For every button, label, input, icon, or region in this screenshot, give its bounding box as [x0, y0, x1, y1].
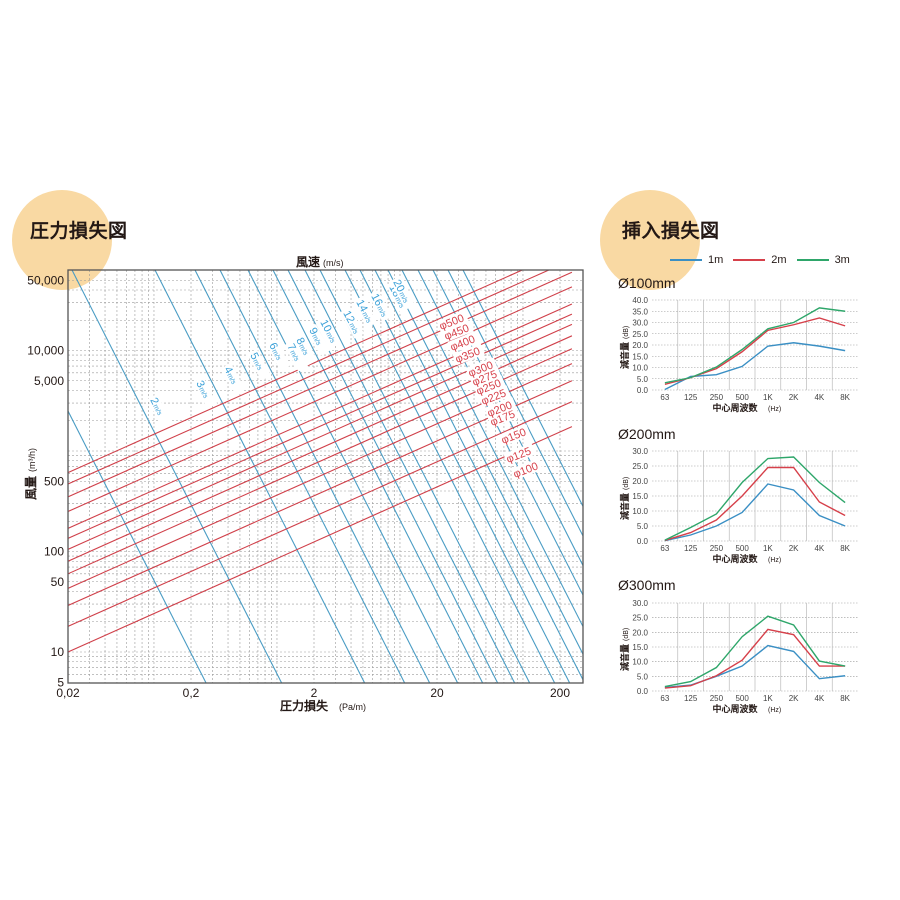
velocity-label: 7m/s	[284, 340, 309, 372]
svg-text:m/s: m/s	[393, 296, 405, 310]
x-tick: 200	[550, 686, 570, 700]
svg-text:5: 5	[247, 351, 260, 362]
legend-label-2m: 2m	[771, 254, 787, 266]
y-tick: 5,000	[34, 374, 64, 388]
x-axis-unit: (Pa/m)	[339, 702, 366, 712]
svg-text:φ150: φ150	[500, 426, 528, 446]
velocity-label: 14m/s	[353, 296, 378, 328]
svg-text:m/s: m/s	[297, 343, 309, 357]
svg-text:m/s: m/s	[270, 348, 282, 362]
svg-text:m/s: m/s	[288, 349, 300, 363]
legend-item-2m: 2m	[733, 254, 787, 266]
svg-text:m/s: m/s	[225, 372, 237, 386]
top-axis-label: 風速	[296, 254, 320, 269]
pressure-loss-title: 圧力損失図	[30, 220, 128, 242]
x-tick: 0,02	[56, 686, 80, 700]
velocity-label: 20m/s	[390, 276, 415, 308]
svg-text:3: 3	[193, 379, 206, 390]
svg-text:12: 12	[340, 309, 356, 325]
velocity-label: 9m/s	[306, 324, 331, 356]
svg-text:m/s: m/s	[197, 386, 209, 400]
main-frame	[67, 269, 584, 684]
chart-title-200: Ø200mm	[618, 426, 676, 442]
velocity-label: 10m/s	[317, 316, 342, 348]
y-axis-unit: (m³/h)	[27, 448, 37, 472]
legend-swatch-3m	[796, 259, 829, 261]
velocity-label: 3m/s	[193, 377, 218, 409]
insertion-loss-title: 挿入損失図	[622, 220, 720, 242]
x-axis-label: 圧力損失	[280, 698, 329, 713]
chart-title-300: Ø300mm	[618, 577, 676, 593]
legend-item-3m: 3m	[796, 254, 850, 266]
y-tick: 5	[57, 675, 64, 689]
chart-title-100: Ø100mm	[618, 275, 676, 291]
svg-text:7: 7	[284, 342, 297, 353]
insertion-loss-legend: 1m 2m 3m	[670, 254, 850, 266]
velocity-label: 2m/s	[147, 394, 172, 426]
svg-text:9: 9	[306, 326, 319, 337]
y-tick: 10,000	[27, 344, 64, 358]
svg-text:m/s: m/s	[251, 358, 263, 372]
diameter-label: φ150	[498, 424, 531, 447]
main-ticks: 0,02 0,2 2 20 200 5 10 50 100 500 5,000 10,000 50,00…	[27, 273, 570, 700]
svg-text:10: 10	[317, 318, 333, 334]
svg-text:m/s: m/s	[360, 311, 372, 325]
svg-text:4: 4	[221, 365, 234, 376]
x-tick: 2	[311, 686, 318, 700]
velocity-label: 6m/s	[266, 339, 291, 371]
legend-item-1m: 1m	[670, 254, 723, 266]
svg-text:16: 16	[368, 292, 384, 308]
svg-text:m/s: m/s	[375, 305, 387, 319]
title-blob-left	[12, 190, 112, 290]
svg-text:m/s: m/s	[151, 403, 163, 417]
velocity-label: 4m/s	[221, 363, 246, 395]
legend-label-1m: 1m	[708, 254, 724, 266]
svg-text:m/s: m/s	[397, 291, 409, 305]
svg-text:m/s: m/s	[310, 333, 322, 347]
y-tick: 500	[44, 474, 64, 488]
velocity-label: 8m/s	[293, 334, 318, 366]
svg-text:m/s: m/s	[347, 322, 359, 336]
velocity-label: 16m/s	[368, 290, 393, 322]
legend-swatch-1m	[670, 259, 702, 261]
y-tick: 100	[44, 545, 64, 559]
legend-label-3m: 3m	[834, 254, 850, 266]
title-blob-right	[600, 190, 700, 290]
velocity-label: 5m/s	[247, 349, 272, 381]
y-axis-label: 風量	[24, 476, 38, 500]
y-tick: 50	[51, 575, 65, 589]
y-tick: 50,000	[27, 273, 64, 287]
x-tick: 20	[430, 686, 444, 700]
x-tick: 0,2	[183, 686, 200, 700]
svg-text:20: 20	[390, 278, 406, 294]
svg-text:14: 14	[353, 298, 369, 314]
svg-text:2: 2	[147, 396, 160, 407]
svg-text:m/s: m/s	[324, 331, 336, 345]
svg-text:6: 6	[266, 341, 279, 352]
y-tick: 10	[51, 645, 65, 659]
top-axis-unit: (m/s)	[323, 258, 344, 268]
svg-text:8: 8	[293, 336, 306, 347]
velocity-label: 12m/s	[340, 307, 365, 339]
legend-swatch-2m	[733, 259, 766, 261]
